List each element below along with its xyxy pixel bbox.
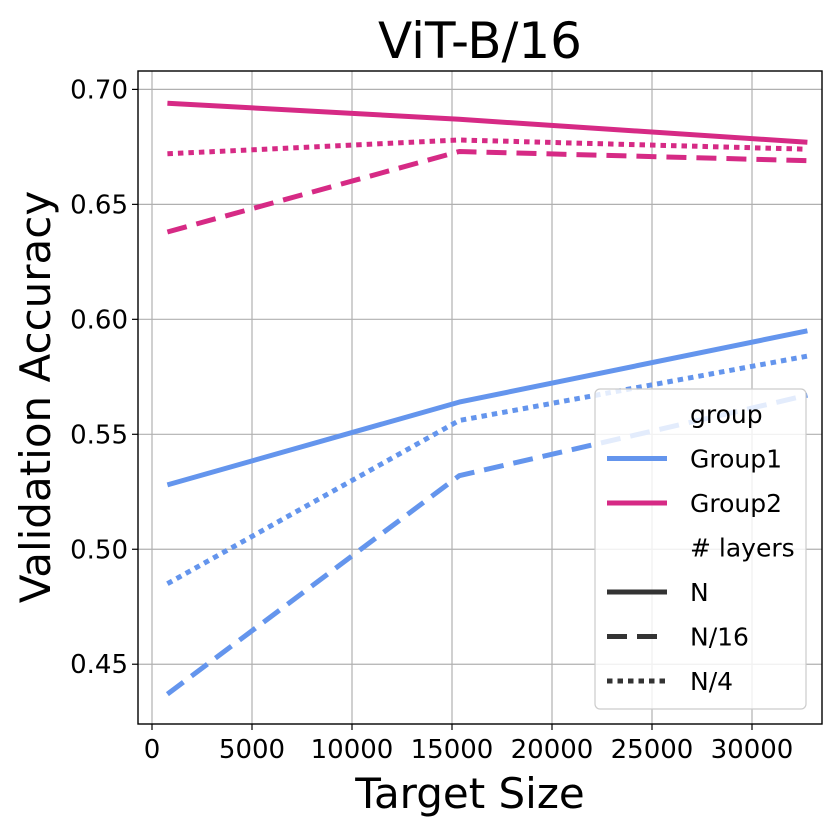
tick-labels: 0 5000 10000 15000 20000 25000 30000 0.45 0.50 0.… — [70, 75, 793, 765]
series-line-group2-n — [167, 100, 808, 145]
series-line-group2-n-4 — [167, 137, 808, 157]
x-tick-label: 25000 — [611, 735, 694, 765]
legend: group Group1 Group2 # layers N N/16 N/4 — [594, 388, 807, 710]
legend-label: Group2 — [690, 489, 782, 518]
y-axis-label: Validation Accuracy — [11, 191, 60, 604]
plot-frame — [137, 70, 823, 725]
legend-label: N/16 — [690, 623, 749, 652]
series-line-group1-n — [166, 328, 808, 488]
x-tick-label: 20000 — [511, 735, 594, 765]
x-tick-label: 15000 — [411, 735, 494, 765]
series-line-group2-n-16 — [166, 149, 808, 235]
chart-title: ViT-B/16 — [378, 12, 582, 70]
x-tick-label: 0 — [144, 735, 161, 765]
x-tick-label: 30000 — [711, 735, 794, 765]
y-tick-label: 0.70 — [70, 75, 128, 105]
legend-box — [594, 388, 807, 710]
x-axis-label: Target Size — [354, 769, 585, 818]
y-tick-label: 0.55 — [70, 420, 128, 450]
y-tick-label: 0.60 — [70, 305, 128, 335]
legend-label: N — [690, 578, 709, 607]
legend-label: Group1 — [690, 445, 782, 474]
x-tick-label: 10000 — [311, 735, 394, 765]
y-tick-label: 0.65 — [70, 190, 128, 220]
x-tick-label: 5000 — [219, 735, 285, 765]
legend-label: # layers — [690, 534, 795, 563]
series-line-group1-n-4 — [166, 353, 808, 586]
legend-label: N/4 — [690, 667, 733, 696]
legend-label: group — [690, 400, 763, 429]
y-tick-label: 0.50 — [70, 535, 128, 565]
y-tick-label: 0.45 — [70, 650, 128, 680]
